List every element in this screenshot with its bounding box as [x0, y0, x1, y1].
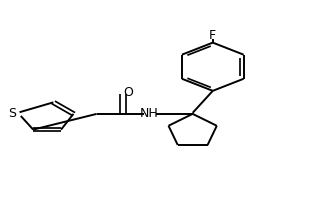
- Text: F: F: [209, 29, 216, 42]
- Text: O: O: [123, 87, 133, 99]
- Text: NH: NH: [140, 107, 159, 120]
- Text: S: S: [8, 107, 16, 120]
